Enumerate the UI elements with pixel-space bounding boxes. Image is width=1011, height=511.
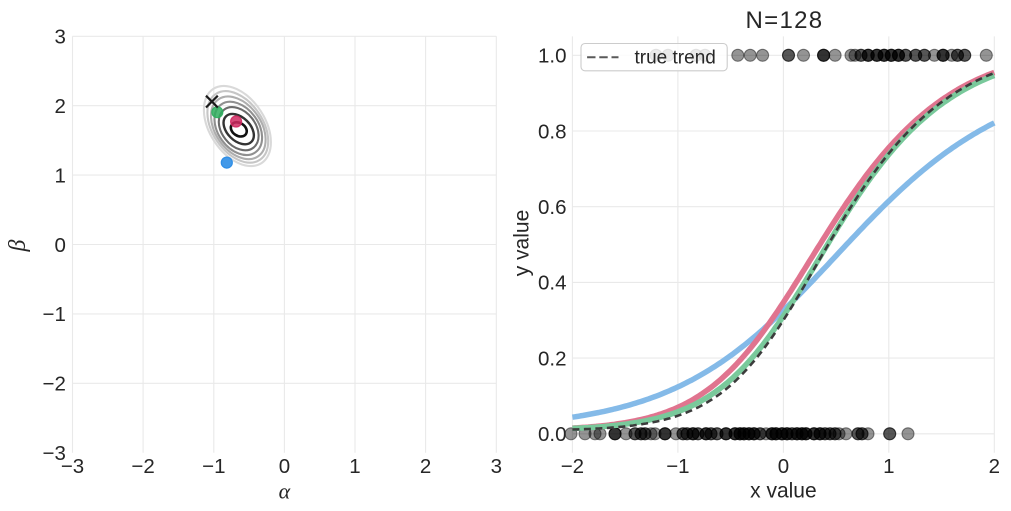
svg-text:−3: −3 <box>61 455 84 478</box>
svg-text:−1: −1 <box>666 455 689 478</box>
svg-text:3: 3 <box>491 455 502 478</box>
svg-text:β: β <box>5 239 31 252</box>
svg-text:1.0: 1.0 <box>538 45 567 68</box>
svg-text:true trend: true trend <box>635 48 716 69</box>
svg-text:y value: y value <box>511 210 534 277</box>
svg-text:0.6: 0.6 <box>538 196 567 219</box>
svg-text:−2: −2 <box>131 455 154 478</box>
svg-text:1: 1 <box>54 164 65 187</box>
svg-text:α: α <box>279 479 291 504</box>
svg-text:3: 3 <box>54 26 65 49</box>
svg-text:0: 0 <box>279 455 290 478</box>
svg-text:0.2: 0.2 <box>538 347 567 370</box>
svg-text:−1: −1 <box>43 303 66 326</box>
svg-text:−2: −2 <box>43 373 66 396</box>
svg-text:N=128: N=128 <box>746 7 824 34</box>
svg-text:1: 1 <box>349 455 360 478</box>
svg-text:2: 2 <box>989 455 1000 478</box>
svg-text:−3: −3 <box>43 442 66 465</box>
svg-text:2: 2 <box>54 95 65 118</box>
svg-text:0: 0 <box>54 234 65 257</box>
svg-text:2: 2 <box>420 455 431 478</box>
svg-text:0: 0 <box>778 455 789 478</box>
svg-text:0.0: 0.0 <box>538 423 567 446</box>
svg-text:0.8: 0.8 <box>538 120 567 143</box>
svg-text:−1: −1 <box>202 455 225 478</box>
svg-text:x value: x value <box>750 480 817 503</box>
svg-text:0.4: 0.4 <box>538 272 567 295</box>
svg-text:1: 1 <box>883 455 894 478</box>
svg-text:−2: −2 <box>561 455 584 478</box>
